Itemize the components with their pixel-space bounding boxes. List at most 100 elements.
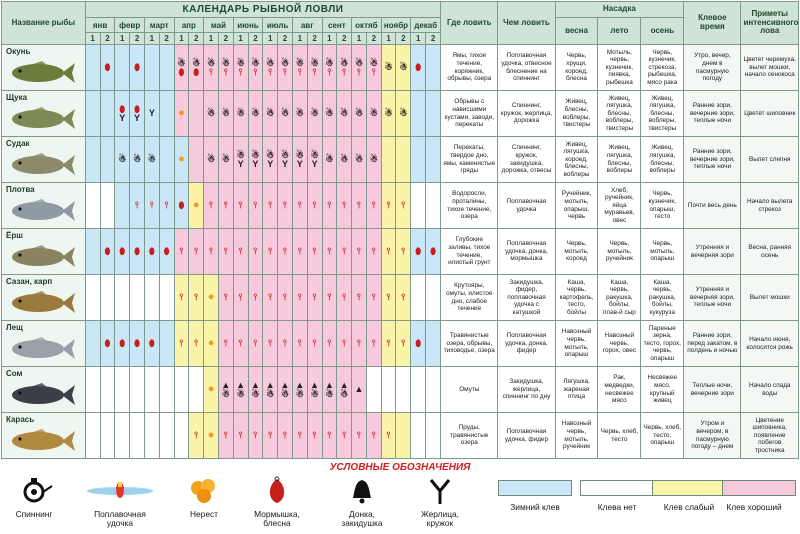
fish-tackle-cell: Закидушка, фидер, поплавочная удочка с к… — [497, 274, 556, 321]
float-rod-icon: ⫯ — [253, 292, 258, 302]
month-half-header: 2 — [336, 32, 353, 45]
float-rod-icon: ⫯ — [179, 246, 184, 256]
spinning-reel-icon: ☃ — [280, 388, 290, 399]
calendar-cell — [410, 366, 427, 413]
calendar-cell: ⫯ — [247, 320, 264, 367]
spinning-reel-icon: ☃ — [221, 388, 230, 399]
fish-name: Ёрш — [6, 231, 23, 240]
legend-spawn: Нерест — [178, 476, 230, 532]
calendar-cell — [84, 228, 101, 275]
spawn-icon: ● — [192, 199, 200, 211]
calendar-cell: ☃ Y — [262, 136, 279, 183]
spawn-icon: ● — [178, 153, 185, 165]
calendar-cell: ☃ — [321, 136, 338, 183]
calendar-cell — [114, 366, 131, 413]
spinning-reel-icon: ☃ — [236, 388, 245, 399]
jig-lure-icon: ⬮ — [178, 66, 185, 77]
float-rod-icon: ⫯ — [283, 292, 287, 302]
float-rod-icon: ⫯ — [386, 430, 391, 440]
spinning-reel-icon: ☃ — [325, 108, 334, 118]
month-half-header: 1 — [143, 32, 160, 45]
calendar-cell: ⫯ — [277, 412, 293, 459]
calendar-cell — [425, 274, 442, 321]
calendar-cell: ⫯ — [306, 182, 323, 229]
calendar-cell: ⬮ — [158, 228, 175, 275]
zherlitsa-icon: Y — [282, 158, 289, 169]
calendar-cell: ⬮ — [99, 44, 116, 91]
spinning-reel-icon: ☃ — [325, 154, 334, 164]
calendar-cell: ☃ — [291, 90, 308, 137]
fish-where-cell: Травянистые озера, обрывы, тиховодье, оз… — [440, 320, 499, 367]
float-rod-icon: ⫯ — [371, 292, 376, 302]
bell-icon: ▲ — [221, 379, 231, 390]
fish-signs-cell: Цветет шиповник — [740, 90, 799, 137]
float-rod-icon: ⫯ — [297, 338, 302, 348]
calendar-cell: ⬮ — [114, 228, 131, 275]
bell-icon: ▲ — [250, 379, 260, 390]
calendar-cell: ⫯ — [351, 412, 367, 459]
calendar-cell — [425, 182, 442, 229]
calendar-cell — [425, 90, 442, 137]
calendar-cell: ⬮ — [410, 44, 427, 91]
month-half-header: 1 — [321, 32, 338, 45]
calendar-cell: ☃ — [395, 44, 412, 91]
fish-spring-cell: Ручейник, мотыль, опарыш, червь — [554, 182, 599, 229]
float-rod-icon: ⫯ — [253, 430, 258, 440]
fish-where-cell: Водоросли, проталины, тихое течение, озе… — [440, 182, 499, 229]
bell-icon — [330, 476, 394, 510]
calendar-cell: ▲ — [351, 366, 367, 413]
jig-lure-icon — [244, 476, 310, 510]
calendar-cell: ☃ ⬮ — [173, 44, 190, 91]
spinning-reel-icon: ☃ — [280, 108, 290, 118]
month-half-header: 1 — [351, 32, 367, 45]
fish-spring-cell: Живец, лягушка, короед, блесны, воблеры — [554, 136, 599, 183]
calendar-cell: ⫯ — [262, 274, 279, 321]
calendar-cell — [99, 182, 116, 229]
fish-time-cell: Утренняя и вечерняя зори, теплые ночи — [683, 274, 742, 321]
calendar-cell: ⫯ — [262, 228, 279, 275]
calendar-cell — [143, 274, 160, 321]
spinning-reel-icon: ☃ — [310, 388, 319, 399]
calendar-cell — [84, 90, 101, 137]
calendar-cell: ☃ — [114, 136, 131, 183]
float-rod-icon: ⫯ — [297, 200, 302, 210]
month-half-header: 1 — [291, 32, 308, 45]
float-rod-icon: ⫯ — [401, 292, 406, 302]
month-header: март — [143, 17, 175, 33]
spawn-icon: ● — [207, 291, 215, 303]
fish-name-cell: Карась — [1, 412, 86, 459]
month-header: май — [203, 17, 234, 33]
float-rod-icon: ⫯ — [268, 292, 273, 302]
float-rod-icon: ⫯ — [238, 292, 243, 302]
calendar-title: КАЛЕНДАРЬ РЫБНОЙ ЛОВЛИ — [84, 1, 442, 18]
month-half-header: 2 — [425, 32, 442, 45]
calendar-cell — [395, 136, 412, 183]
calendar-cell: ⫯ — [365, 228, 382, 275]
float-rod-icon: ⫯ — [371, 338, 376, 348]
calendar-cell: ⫯ — [291, 182, 308, 229]
month-half-header: 1 — [262, 32, 279, 45]
calendar-cell — [99, 366, 116, 413]
fish-tackle-cell: Поплавочная удочка, донка, фидер — [497, 320, 556, 367]
calendar-cell — [143, 44, 160, 91]
fish-tackle-cell: Спиннинг, кружок, жерлица, дорожка — [497, 90, 556, 137]
calendar-cell — [158, 274, 175, 321]
swatch-weak-label: Клев слабый — [663, 502, 715, 512]
spinning-reel-icon: ☃ — [384, 108, 393, 118]
calendar-cell — [99, 412, 116, 459]
float-rod-icon: ⫯ — [327, 246, 332, 256]
calendar-cell: ⫯ — [395, 320, 412, 367]
calendar-cell: ☃ ⫯ — [321, 44, 338, 91]
fish-where-cell: Обрывы с нависшими кустами, заводи, пере… — [440, 90, 499, 137]
fish-time-cell: Почти весь день — [683, 182, 742, 229]
float-rod-icon: ⫯ — [238, 338, 243, 348]
float-rod-icon: ⫯ — [238, 430, 243, 440]
float-rod-icon: ⫯ — [164, 200, 169, 210]
calendar-cell — [84, 412, 101, 459]
calendar-cell: ☃ — [247, 90, 264, 137]
calendar-cell: ▲ ☃ — [277, 366, 293, 413]
calendar-cell: ☃ — [336, 136, 353, 183]
month-half-header: 2 — [158, 32, 175, 45]
calendar-cell: ⬮ — [410, 228, 427, 275]
float-rod-icon: ⫯ — [268, 430, 273, 440]
